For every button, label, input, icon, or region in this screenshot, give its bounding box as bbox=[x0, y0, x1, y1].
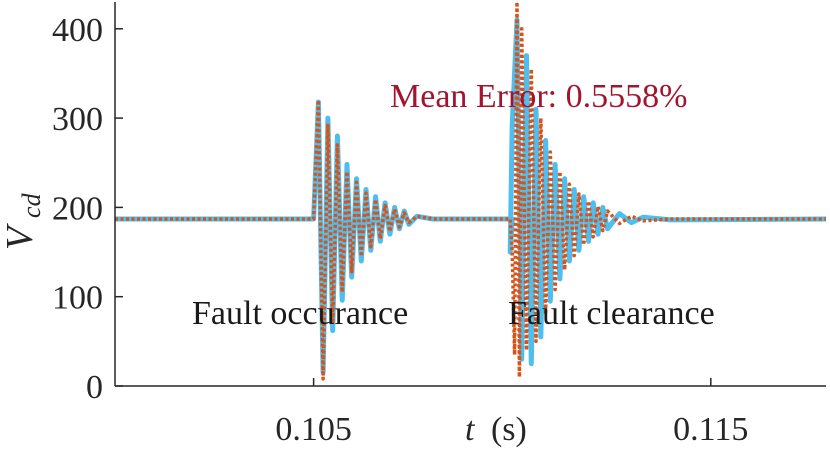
y-tick-label: 300 bbox=[52, 101, 103, 138]
axes bbox=[114, 2, 826, 387]
y-axis-subscript: cd bbox=[17, 192, 46, 218]
y-axis-label: V cd bbox=[0, 192, 46, 250]
x-axis-variable: t bbox=[465, 411, 476, 448]
fault-occurance-label: Fault occurance bbox=[192, 295, 408, 332]
y-axis-variable: V bbox=[0, 223, 41, 250]
x-tick-label: 0.105 bbox=[275, 411, 352, 448]
ticks: 0 100 200 300 400 0.105 0.115 bbox=[52, 12, 748, 448]
x-axis-unit: (s) bbox=[491, 411, 527, 448]
series-line-1 bbox=[115, 17, 827, 376]
x-axis-label: t (s) bbox=[465, 411, 527, 448]
fault-clearance-label: Fault clearance bbox=[508, 295, 715, 332]
y-tick-label: 200 bbox=[52, 190, 103, 227]
plot-lines bbox=[115, 0, 827, 381]
series-line-2 bbox=[115, 0, 826, 381]
x-tick-label: 0.115 bbox=[673, 411, 748, 448]
y-tick-label: 400 bbox=[52, 12, 103, 49]
mean-error-label: Mean Error: 0.5558% bbox=[390, 78, 687, 115]
y-tick-label: 100 bbox=[52, 280, 103, 317]
y-tick-label: 0 bbox=[86, 369, 103, 406]
